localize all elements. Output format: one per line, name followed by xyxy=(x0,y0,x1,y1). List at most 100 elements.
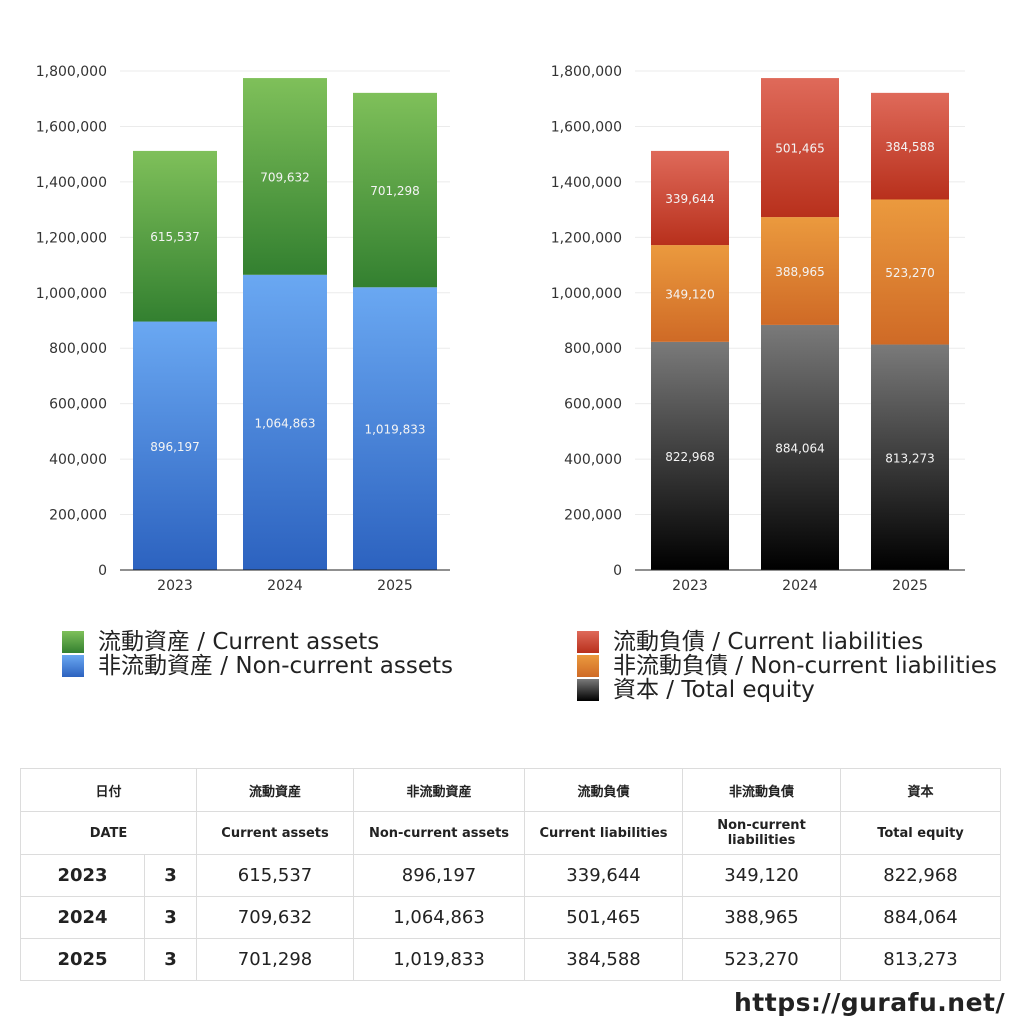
header-noncurrent-liabilities-jp: 非流動負債 xyxy=(682,768,842,812)
data-label: 709,632 xyxy=(260,170,310,184)
data-label: 339,644 xyxy=(665,192,715,206)
cell-equity: 822,968 xyxy=(840,854,1002,897)
data-label: 813,273 xyxy=(885,451,935,465)
legend-label: 非流動資産 / Non-current assets xyxy=(98,653,454,679)
header-noncurrent-assets-jp: 非流動資産 xyxy=(353,768,526,812)
y-tick-label: 1,600,000 xyxy=(551,119,622,135)
cell-noncurrent-assets: 1,064,863 xyxy=(353,896,526,939)
y-tick-label: 0 xyxy=(98,563,107,579)
assets-legend: 流動資産 / Current assets 非流動資産 / Non-current… xyxy=(62,630,453,678)
bar-current-liabilities-2025 xyxy=(871,92,949,200)
y-tick-label: 800,000 xyxy=(564,341,622,357)
legend-item: 非流動負債 / Non-current liabilities xyxy=(577,654,997,678)
bar-non-current-assets-2023 xyxy=(133,321,217,570)
legend-swatch xyxy=(62,631,84,653)
cell-noncurrent-liabilities: 388,965 xyxy=(682,896,842,939)
y-tick-label: 800,000 xyxy=(49,341,107,357)
header-current-assets-jp: 流動資産 xyxy=(196,768,355,812)
bar-current-assets-2025 xyxy=(353,92,437,288)
assets-chart: 0 200,000 400,000 600,000 800,000 1,000,000 1,… xyxy=(36,64,450,594)
header-date-jp: 日付 xyxy=(19,768,198,812)
cell-noncurrent-assets: 1,019,833 xyxy=(353,938,526,981)
y-tick-label: 1,000,000 xyxy=(551,286,622,302)
bar-non-current-liabilities-2023 xyxy=(651,245,729,342)
site-url: https://gurafu.net/ xyxy=(734,988,1006,1017)
data-label: 388,965 xyxy=(775,265,825,279)
row-year: 2025 xyxy=(20,938,145,981)
header-noncurrent-liabilities-en: Non-current liabilities xyxy=(682,811,842,855)
data-label: 384,588 xyxy=(885,140,935,154)
legend-swatch xyxy=(577,655,599,677)
charts-canvas: 0 200,000 400,000 600,000 800,000 1,000,000 1,… xyxy=(36,64,965,594)
y-tick-label: 200,000 xyxy=(49,508,107,524)
x-tick-label: 2025 xyxy=(892,578,928,594)
liabilities-equity-chart: 0 200,000 400,000 600,000 800,000 1,000,000 1,… xyxy=(551,64,965,594)
cell-equity: 884,064 xyxy=(840,896,1002,939)
cell-noncurrent-liabilities: 523,270 xyxy=(682,938,842,981)
cell-current-assets: 701,298 xyxy=(196,938,355,981)
data-label: 1,019,833 xyxy=(364,423,425,437)
y-tick-label: 1,000,000 xyxy=(36,286,107,302)
row-month: 3 xyxy=(143,938,198,981)
legend-item: 流動資産 / Current assets xyxy=(62,630,453,654)
header-date-en: DATE xyxy=(19,811,198,855)
legend-label: 流動負債 / Current liabilities xyxy=(613,629,924,655)
row-year: 2023 xyxy=(20,854,145,897)
cell-noncurrent-assets: 896,197 xyxy=(353,854,526,897)
cell-equity: 813,273 xyxy=(840,938,1002,981)
bar-non-current-assets-2025 xyxy=(353,287,437,570)
bar-non-current-liabilities-2025 xyxy=(871,199,949,345)
row-year: 2024 xyxy=(20,896,145,939)
y-tick-label: 200,000 xyxy=(564,508,622,524)
bar-current-liabilities-2023 xyxy=(651,150,729,246)
bar-total-equity-2025 xyxy=(871,344,949,570)
cell-current-assets: 615,537 xyxy=(196,854,355,897)
legend-label: 非流動負債 / Non-current liabilities xyxy=(613,653,997,679)
cell-current-liabilities: 339,644 xyxy=(524,854,684,897)
header-current-liabilities-jp: 流動負債 xyxy=(524,768,684,812)
data-label: 822,968 xyxy=(665,450,715,464)
y-tick-label: 1,400,000 xyxy=(36,175,107,191)
liabilities-legend: 流動負債 / Current liabilities 非流動負債 / Non-cu… xyxy=(577,630,997,702)
table-row: 2024 3 709,632 1,064,863 501,465 388,965… xyxy=(20,896,1002,939)
row-month: 3 xyxy=(143,896,198,939)
table-row: 2025 3 701,298 1,019,833 384,588 523,270… xyxy=(20,938,1002,981)
legend-label: 資本 / Total equity xyxy=(613,677,815,703)
data-label: 501,465 xyxy=(775,142,825,156)
x-tick-label: 2023 xyxy=(672,578,708,594)
data-label: 1,064,863 xyxy=(254,416,315,430)
cell-current-liabilities: 501,465 xyxy=(524,896,684,939)
data-label: 884,064 xyxy=(775,441,825,455)
cell-current-assets: 709,632 xyxy=(196,896,355,939)
bar-total-equity-2024 xyxy=(761,324,839,570)
y-tick-label: 1,800,000 xyxy=(551,64,622,80)
legend-swatch xyxy=(577,679,599,701)
x-tick-label: 2024 xyxy=(782,578,818,594)
header-equity-jp: 資本 xyxy=(840,768,1002,812)
header-noncurrent-assets-en: Non-current assets xyxy=(353,811,526,855)
x-tick-label: 2025 xyxy=(377,578,413,594)
data-label: 701,298 xyxy=(370,184,420,198)
bar-current-liabilities-2024 xyxy=(761,78,839,218)
legend-swatch xyxy=(577,631,599,653)
bar-non-current-assets-2024 xyxy=(243,274,327,570)
legend-item: 非流動資産 / Non-current assets xyxy=(62,654,453,678)
data-label: 896,197 xyxy=(150,440,200,454)
x-tick-label: 2024 xyxy=(267,578,303,594)
financial-data-table: 日付 流動資産 非流動資産 流動負債 非流動負債 資本 DATE Current… xyxy=(19,768,1002,981)
y-tick-label: 400,000 xyxy=(564,452,622,468)
legend-label: 流動資産 / Current assets xyxy=(98,629,380,655)
bar-total-equity-2023 xyxy=(651,341,729,570)
y-tick-label: 1,600,000 xyxy=(36,119,107,135)
table-header-jp-row: 日付 流動資産 非流動資産 流動負債 非流動負債 資本 xyxy=(19,768,1002,812)
y-tick-label: 1,800,000 xyxy=(36,64,107,80)
bar-current-assets-2023 xyxy=(133,150,217,322)
y-tick-label: 1,200,000 xyxy=(36,230,107,246)
legend-swatch xyxy=(62,655,84,677)
legend-item: 流動負債 / Current liabilities xyxy=(577,630,997,654)
cell-current-liabilities: 384,588 xyxy=(524,938,684,981)
bar-current-assets-2024 xyxy=(243,78,327,275)
table-row: 2023 3 615,537 896,197 339,644 349,120 8… xyxy=(20,854,1002,897)
cell-noncurrent-liabilities: 349,120 xyxy=(682,854,842,897)
y-tick-label: 600,000 xyxy=(564,397,622,413)
